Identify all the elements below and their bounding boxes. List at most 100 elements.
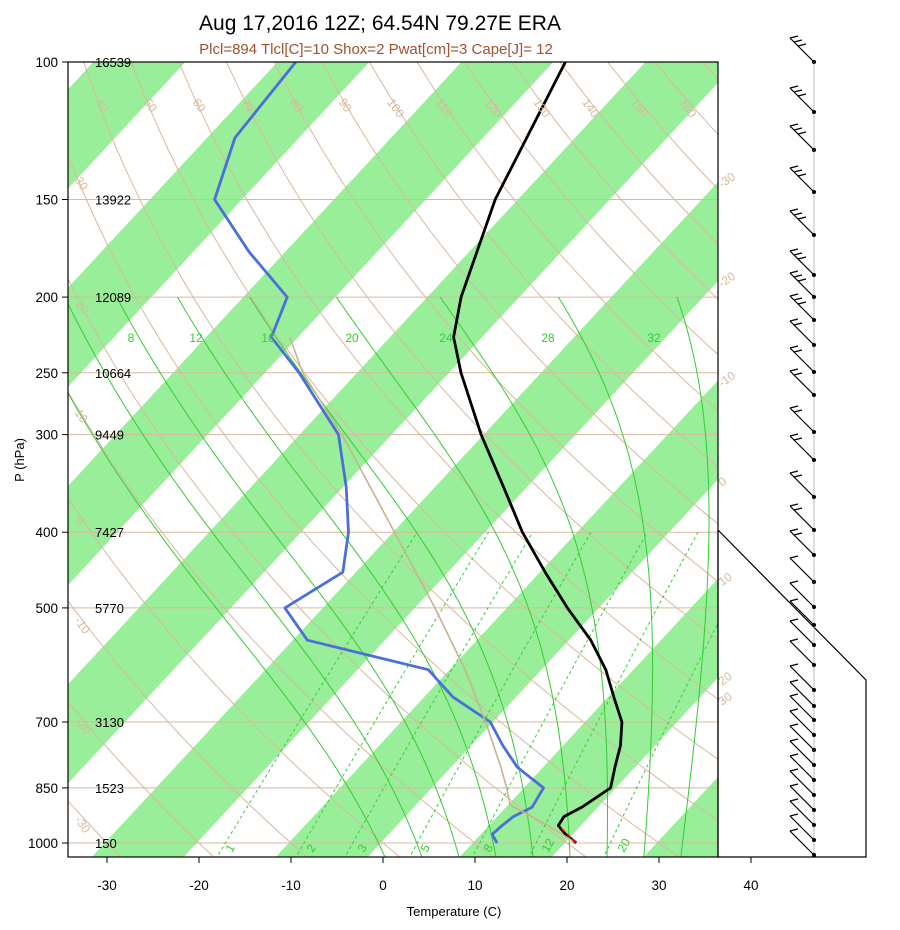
isotherm-label: -30	[716, 169, 739, 191]
wind-barb	[789, 295, 815, 321]
wind-barb-flag	[793, 409, 803, 413]
mixing-ratio-line	[216, 531, 418, 857]
moist-adiabat-label: 12	[189, 331, 203, 345]
wind-panel-frame	[717, 529, 867, 858]
wind-barb-flag	[793, 169, 803, 173]
height-label: 16539	[95, 55, 131, 70]
wind-barb	[789, 320, 815, 346]
height-label: 7427	[95, 525, 124, 540]
dry-adiabat	[68, 600, 308, 857]
wind-barb-flag	[789, 85, 799, 89]
pressure-tick-label: 700	[35, 715, 58, 730]
wind-barb-flag	[789, 318, 799, 322]
wind-barb	[789, 347, 815, 373]
chart-title: Aug 17,2016 12Z; 64.54N 79.27E ERA	[199, 12, 561, 35]
wind-barb	[789, 725, 815, 751]
wind-barb	[789, 472, 815, 498]
wind-barb-flag	[789, 368, 799, 372]
wind-barb-flag	[797, 301, 807, 305]
wind-barb-flag	[793, 474, 803, 478]
isotherm-band	[68, 62, 370, 387]
temperature-tick-label: -20	[189, 878, 209, 893]
wind-barb-flag	[789, 35, 799, 39]
wind-barb-flag	[793, 372, 803, 376]
wind-barb-flag	[797, 216, 807, 220]
wind-barb	[789, 557, 815, 583]
pressure-tick-label: 850	[35, 781, 58, 796]
wind-barb-flag	[789, 470, 799, 474]
mixing-ratio-line	[471, 531, 648, 857]
dry-adiabat-label: 90	[336, 96, 355, 115]
dry-adiabat	[130, 62, 718, 761]
wind-barb	[789, 210, 815, 236]
wind-barb-flag	[797, 278, 807, 282]
wind-barb-flag	[793, 252, 803, 256]
wind-barb	[789, 620, 815, 646]
wind-barb-flag	[797, 93, 807, 97]
wind-barb-flag	[789, 783, 799, 787]
isotherm-band	[68, 62, 554, 586]
wind-barb-flag	[789, 753, 799, 757]
dry-adiabat	[68, 497, 401, 857]
dry-adiabat	[416, 62, 718, 412]
wind-barb-flag	[797, 43, 807, 47]
mixing-ratio-label: 20	[614, 836, 633, 855]
dry-adiabat	[68, 800, 122, 857]
wind-barb-flag	[789, 638, 799, 642]
wind-barb	[789, 681, 815, 707]
parcel-profile	[289, 336, 577, 844]
wind-barb-flag	[793, 507, 803, 511]
wind-barb-flag	[793, 532, 803, 536]
wind-barb-flag	[789, 405, 799, 409]
wind-barb-flag	[789, 618, 799, 622]
wind-barb-flag	[789, 768, 799, 772]
temperature-tick-label: 20	[559, 878, 574, 893]
wind-barb-flag	[789, 433, 799, 437]
wind-barb-flag	[789, 598, 799, 602]
wind-barb-flag	[789, 679, 799, 683]
moist-adiabat-label: 20	[345, 331, 359, 345]
dry-adiabat	[68, 700, 215, 857]
wind-barb	[789, 755, 815, 781]
wind-barb	[789, 770, 815, 796]
mixing-ratio-line	[603, 622, 718, 857]
wind-barb	[789, 600, 815, 626]
wind-barb	[789, 370, 815, 396]
pressure-tick-label: 1000	[28, 836, 58, 851]
dry-adiabat-label: -10	[72, 614, 94, 637]
dry-adiabat-label: 60	[190, 96, 209, 115]
moist-adiabat	[116, 296, 460, 857]
wind-barb-flag	[789, 345, 799, 349]
dry-adiabat	[68, 390, 494, 857]
wind-barb-flag	[793, 212, 803, 216]
wind-barb-flag	[789, 828, 799, 832]
wind-barb-flag	[789, 555, 799, 559]
wind-barb	[789, 640, 815, 666]
wind-barb	[789, 125, 815, 151]
dry-adiabat-label: 130	[530, 96, 553, 121]
wind-barb-flag	[789, 293, 799, 297]
wind-barb-flag	[789, 663, 799, 667]
moist-adiabat-label: 32	[647, 331, 661, 345]
wind-barb	[789, 407, 815, 433]
height-label: 12089	[95, 290, 131, 305]
wind-barb	[789, 87, 815, 113]
wind-barb-flag	[789, 693, 799, 697]
wind-barb-flag	[793, 89, 803, 93]
wind-barb-flag	[789, 708, 799, 712]
wind-barb-flag	[789, 528, 799, 532]
wind-barb	[789, 665, 815, 691]
wind-barb-flag	[793, 274, 803, 278]
mixing-ratio-line	[528, 531, 699, 857]
wind-barb	[789, 435, 815, 461]
moist-adiabat	[676, 296, 710, 857]
temperature-tick-label: 30	[651, 878, 666, 893]
moist-adiabat	[68, 392, 386, 857]
moist-adiabat-label: 28	[541, 331, 555, 345]
height-label: 10664	[95, 366, 131, 381]
dry-adiabat-label: 10	[72, 407, 91, 426]
wind-barb-flag	[793, 39, 803, 43]
wind-barb-flag	[789, 123, 799, 127]
temperature-profile	[452, 62, 624, 845]
x-axis-label: Temperature (C)	[407, 904, 502, 919]
